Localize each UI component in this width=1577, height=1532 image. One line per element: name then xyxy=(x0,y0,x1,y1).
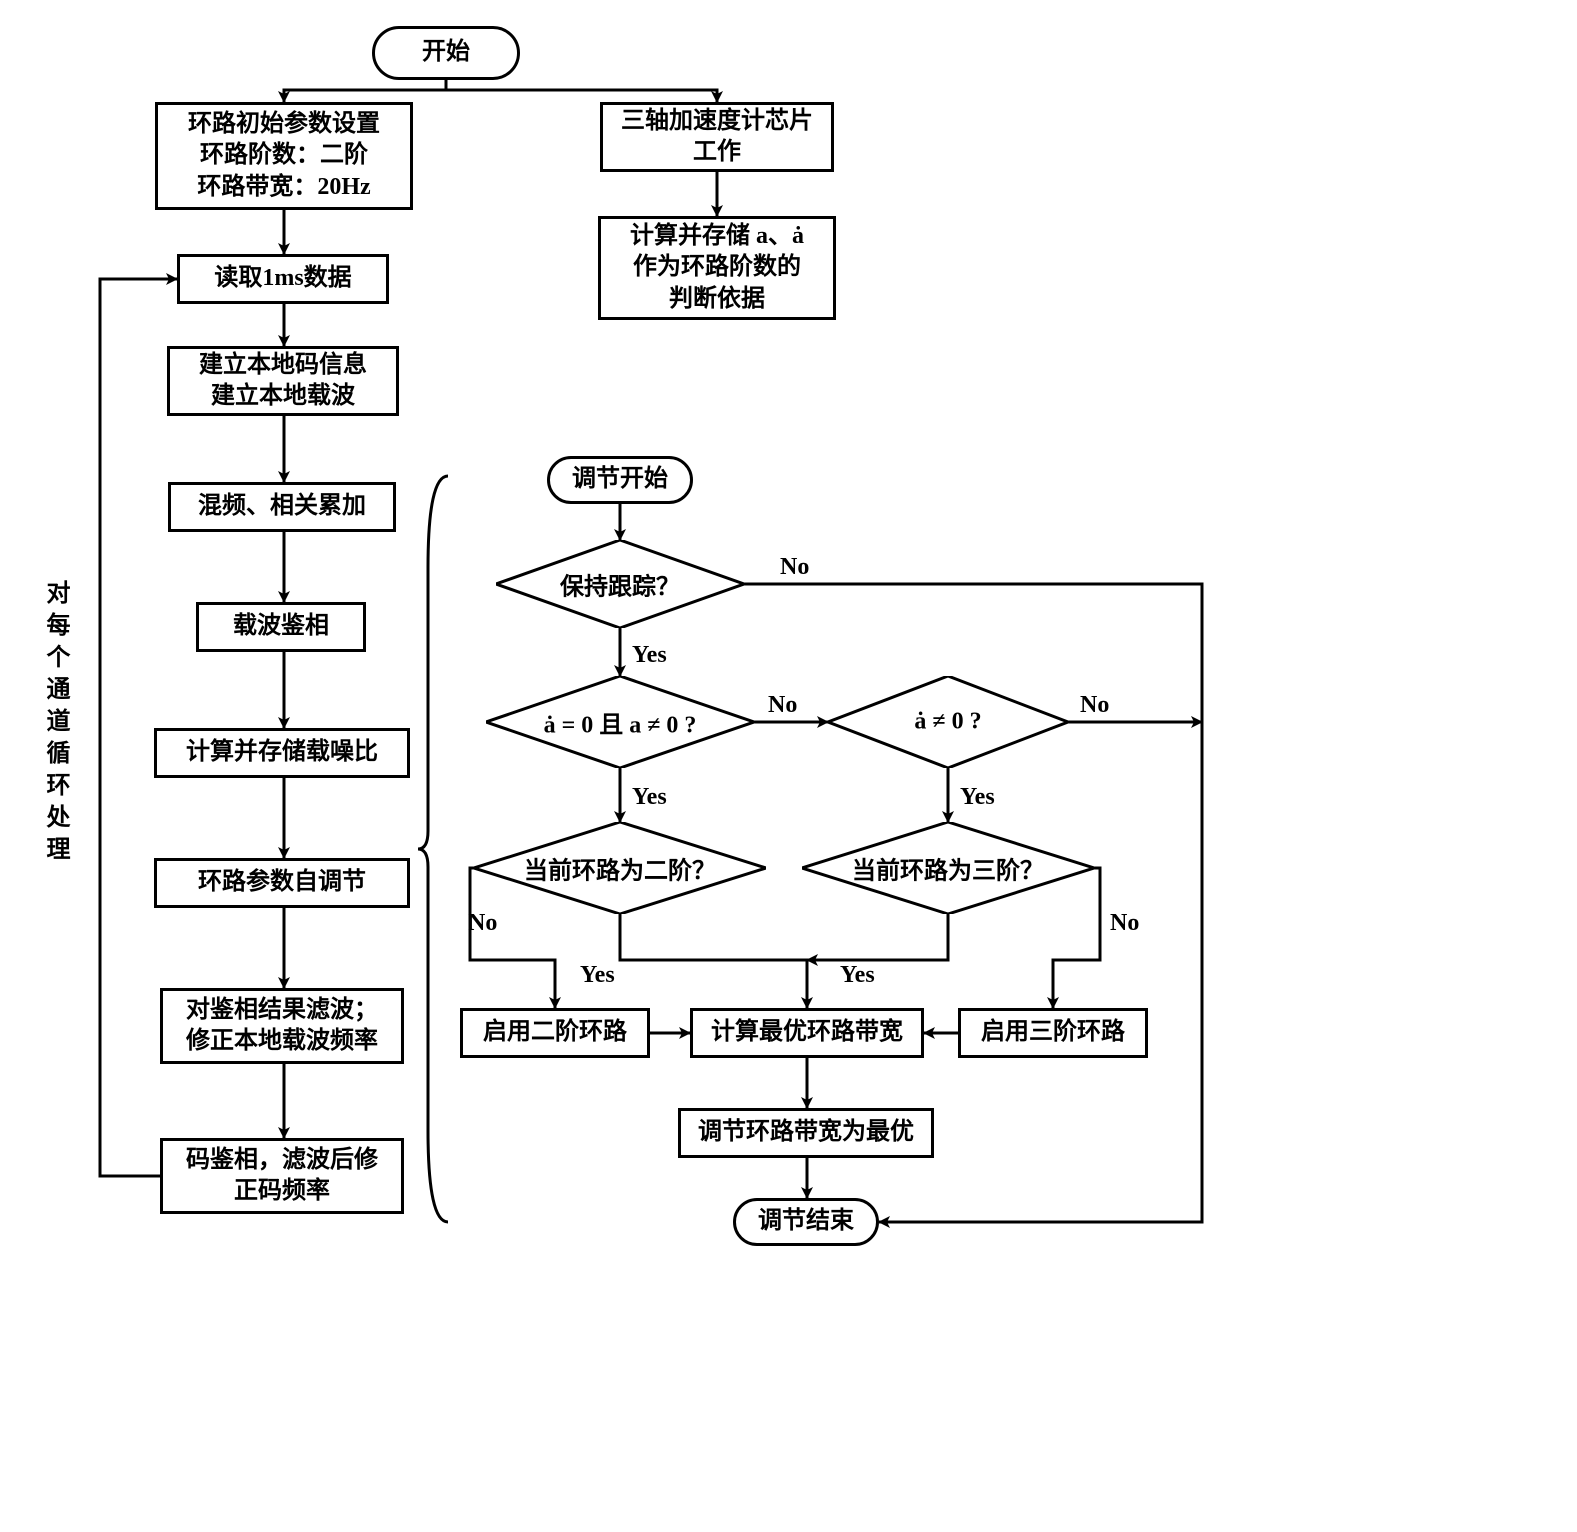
edge-d5-calcopt xyxy=(807,914,948,960)
node-adjstart: 调节开始 xyxy=(547,456,693,504)
flowchart-canvas: 对每个通道循环处理 开始环路初始参数设置环路阶数：二阶环路带宽：20Hz 三轴加速… xyxy=(20,20,1577,1512)
edge-label: Yes xyxy=(632,642,667,669)
node-start: 开始 xyxy=(372,26,520,80)
node-filter: 对鉴相结果滤波；修正本地载波频率 xyxy=(160,988,404,1064)
node-d1: 保持跟踪？ xyxy=(496,540,744,628)
node-calcacc: 计算并存储 a、ȧ作为环路阶数的判断依据 xyxy=(598,216,836,320)
edge-label: Yes xyxy=(960,784,995,811)
node-use3: 启用三阶环路 xyxy=(958,1008,1148,1058)
node-init: 环路初始参数设置环路阶数：二阶环路带宽：20Hz xyxy=(155,102,413,210)
edge-start-init xyxy=(284,80,446,102)
edge-label: No xyxy=(768,692,797,719)
edge-label: Yes xyxy=(580,962,615,989)
node-d2: ȧ = 0 且 a ≠ 0 ? xyxy=(486,676,754,768)
node-read: 读取1ms数据 xyxy=(177,254,389,304)
edge-label: Yes xyxy=(632,784,667,811)
edge-start-accel xyxy=(446,80,717,102)
edge-label: No xyxy=(780,554,809,581)
edge-d4-calcopt xyxy=(620,914,807,1008)
edge-label: Yes xyxy=(840,962,875,989)
node-d4: 当前环路为二阶？ xyxy=(474,822,766,914)
edge-label: No xyxy=(1110,910,1139,937)
node-selfadj: 环路参数自调节 xyxy=(154,858,410,908)
node-use2: 启用二阶环路 xyxy=(460,1008,650,1058)
node-phase: 载波鉴相 xyxy=(196,602,366,652)
edge-label: No xyxy=(468,910,497,937)
node-code: 码鉴相，滤波后修正码频率 xyxy=(160,1138,404,1214)
node-d3: ȧ ≠ 0 ? xyxy=(828,676,1068,768)
node-local: 建立本地码信息建立本地载波 xyxy=(167,346,399,416)
node-d5: 当前环路为三阶？ xyxy=(802,822,1094,914)
edge-label: No xyxy=(1080,692,1109,719)
node-cnr: 计算并存储载噪比 xyxy=(154,728,410,778)
curly-brace xyxy=(418,474,454,1224)
side-label: 对每个通道循环处理 xyxy=(38,580,73,868)
node-setopt: 调节环路带宽为最优 xyxy=(678,1108,934,1158)
node-adjend: 调节结束 xyxy=(733,1198,879,1246)
node-accel: 三轴加速度计芯片工作 xyxy=(600,102,834,172)
node-mix: 混频、相关累加 xyxy=(168,482,396,532)
node-calcopt: 计算最优环路带宽 xyxy=(690,1008,924,1058)
